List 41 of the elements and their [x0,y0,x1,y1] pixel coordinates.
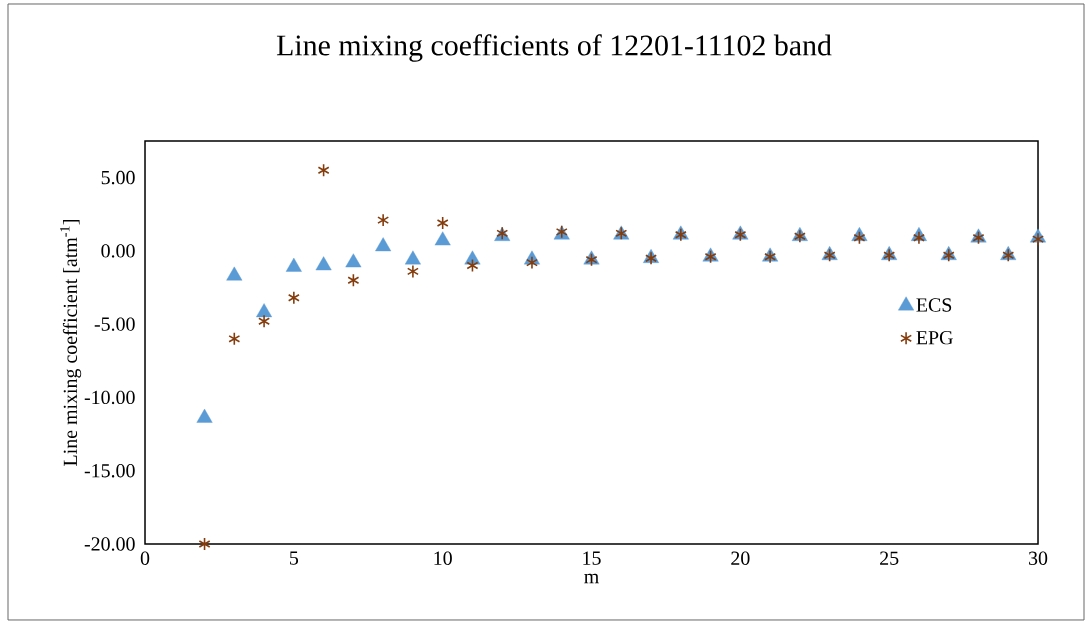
y-tick-label: 0.00 [101,244,135,258]
point [404,250,421,265]
x-tick-label: 30 [1029,551,1048,565]
x-tick-label: 25 [880,551,899,565]
legend-label: ECS [916,298,952,312]
point [347,273,360,287]
point [526,255,538,270]
point [466,258,479,273]
point [196,408,213,423]
y-tick-label: 5.00 [101,170,135,185]
x-tick-label: 0 [140,551,150,565]
point [377,213,390,227]
x-axis-title: m [584,573,599,584]
point [256,303,273,318]
point [285,257,302,272]
point [317,163,330,178]
point [315,256,332,271]
y-tick-label: -5.00 [94,317,135,331]
point [853,230,866,245]
point [436,216,449,230]
y-tick-label: -10.00 [84,390,135,405]
point [228,332,241,346]
x-tick-label: 20 [731,551,750,565]
point [406,264,419,279]
x-tick-label: 15 [583,551,601,565]
point [287,291,300,305]
chart-title: Line mixing coefficients of 12201-11102 band [276,34,832,62]
x-tick-label: 5 [290,551,299,565]
y-tick-label: -15.00 [84,463,135,478]
legend-label: EPG [916,330,953,345]
point [258,314,271,329]
y-tick-label: -20.00 [84,537,135,551]
point [375,237,392,252]
point [345,253,362,268]
point [226,266,243,281]
y-axis-title: Line mixing coefficient [atm$^{-1}$] [60,219,82,466]
point [912,230,925,245]
point [198,537,211,551]
x-tick-label: 10 [434,551,452,565]
point [1032,232,1044,246]
point [434,231,451,246]
